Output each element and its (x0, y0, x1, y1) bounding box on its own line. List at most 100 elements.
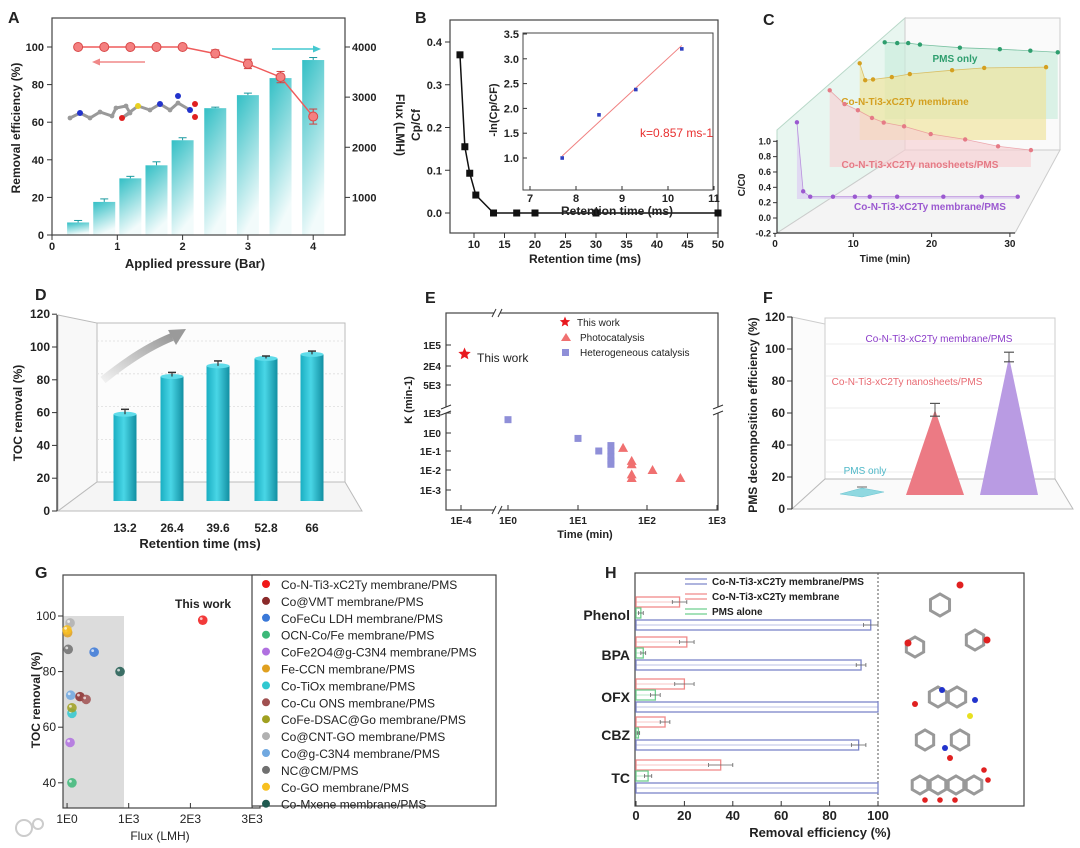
legend-box (251, 574, 497, 807)
panel-g: G 40 60 80 100 1E0 1E3 2E3 3E3 This work Co-N-Ti3-… (15, 565, 497, 843)
x-tick-label: 1E0 (56, 812, 78, 826)
inset-point (597, 113, 601, 117)
atom (123, 103, 129, 109)
axis-break (494, 309, 500, 317)
removal-point (73, 42, 84, 52)
point-highlight (69, 779, 72, 783)
y-tick-label: 40 (32, 155, 44, 167)
y-tick-label: 20 (32, 192, 44, 204)
y-tick-label: 60 (772, 406, 786, 420)
x-tick-label: 50 (712, 239, 724, 251)
category-label: BPA (601, 647, 630, 663)
x-tick-label: 52.8 (254, 521, 278, 535)
y-tick-label: 0.2 (758, 198, 771, 208)
data-point (67, 778, 77, 788)
data-point (997, 47, 1003, 52)
legend-marker (262, 765, 270, 774)
data-point (1055, 50, 1060, 55)
data-point (901, 124, 907, 129)
molecule-structures-icon (904, 581, 991, 803)
x-tick-label: 1E0 (499, 516, 517, 527)
atom (972, 697, 978, 703)
axis-break (440, 404, 452, 410)
x-tick-label: 4 (310, 241, 317, 253)
atom (981, 767, 987, 773)
left-wall (57, 314, 98, 512)
ring (964, 628, 986, 652)
x-axis-title: Removal efficiency (%) (749, 825, 891, 840)
plot-frame (634, 572, 1025, 807)
legend-label: OCN-Co/Fe membrane/PMS (281, 629, 434, 643)
atom (967, 713, 973, 719)
axis-break (497, 308, 503, 318)
panel-h: H 0 20 40 60 80 100 Phenol BPA OFX CBZ TC Co-N-Ti3-x… (583, 565, 1025, 840)
atom (109, 113, 115, 119)
legend-label: Co-N-Ti3-xC2Ty membrane/PMS (281, 578, 457, 592)
y-tick-label: 0.2 (427, 123, 442, 135)
y-axis-title: PMS decomposition efficiency (%) (746, 317, 760, 512)
x-axis-title: Time (min) (860, 254, 910, 265)
left-arrow-icon (92, 58, 100, 66)
data-point (115, 666, 125, 677)
axis-break (491, 505, 497, 515)
atom (175, 100, 181, 106)
toc-bar (160, 376, 184, 501)
heterogeneous-point (595, 447, 603, 455)
x-tick-label: 40 (651, 239, 663, 251)
x-tick-label: 13.2 (113, 521, 137, 535)
axis-break (714, 407, 722, 413)
atom (937, 797, 943, 803)
data-point (472, 191, 480, 199)
atom (956, 581, 964, 589)
y-tick-label: 0.1 (427, 165, 442, 177)
panel-label: C (763, 12, 775, 29)
watermark-logo-icon (15, 819, 33, 837)
axis-break (491, 308, 497, 318)
y-tick-label: 0.6 (758, 167, 771, 177)
atom (167, 107, 173, 113)
removal-point (177, 42, 188, 52)
x-tick-label: 20 (926, 239, 938, 250)
y-tick-label: 0.8 (758, 152, 771, 162)
flux-bar (204, 108, 227, 235)
data-point (941, 194, 946, 199)
data-point (197, 615, 208, 625)
data-point (855, 108, 861, 113)
y-axis-title: TOC removal (%) (29, 652, 43, 748)
x-tick-label: 60 (774, 808, 788, 823)
plot-frame (51, 17, 346, 236)
atom (983, 636, 991, 644)
atom (127, 110, 133, 116)
data-point (714, 209, 722, 217)
y-tick-label: 1E-1 (420, 447, 442, 458)
legend-label: Co-N-Ti3-xC2Ty membrane/PMS (712, 577, 864, 588)
atom (985, 777, 991, 783)
y-tick-label: 0.3 (427, 80, 442, 92)
cone-bar (906, 409, 964, 495)
y-tick-label: 1E3 (423, 409, 441, 420)
category-label: CBZ (601, 727, 630, 743)
flux-bar (171, 140, 194, 235)
legend-label: CoFe-DSAC@Go membrane/PMS (281, 713, 466, 727)
data-point (869, 115, 875, 121)
y-tick-label: 1.0 (758, 136, 771, 146)
atom (904, 639, 912, 647)
legend-label: Co@CNT-GO membrane/PMS (281, 730, 445, 744)
y-tick-label: 100 (30, 340, 50, 354)
y-tick-label: 60 (32, 117, 44, 129)
panel-label: G (35, 565, 47, 582)
legend-label: NC@CM/PMS (281, 764, 359, 778)
x-tick-label: 20 (529, 239, 541, 251)
data-point (928, 131, 933, 137)
x-tick-label: 100 (867, 808, 889, 823)
x-tick-label: 1E2 (638, 516, 656, 527)
x-tick-label: 10 (848, 239, 860, 250)
axis-break (497, 505, 503, 515)
y-tick-label: 0 (43, 504, 50, 518)
x-tick-label: 30 (590, 239, 602, 251)
y-tick-label: 80 (37, 373, 51, 387)
data-point (894, 194, 900, 199)
x-axis-title: Retention time (ms) (139, 536, 260, 551)
atom (135, 103, 141, 109)
y-tick-label: 80 (772, 374, 786, 388)
